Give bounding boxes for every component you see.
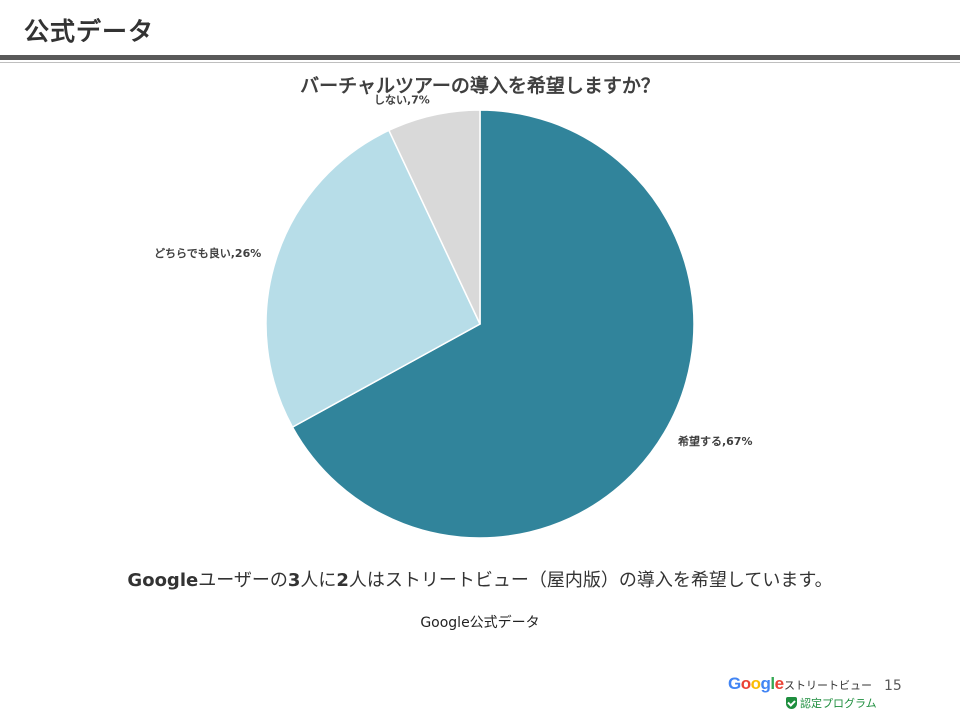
caption-part: 人はストリートビュー（屋内版）の導入を希望しています。 (348, 570, 833, 591)
caption-part: 2 (336, 570, 349, 591)
google-streetview-logo: Google ストリートビュー 認定プログラム (728, 674, 908, 714)
pie-slice (387, 109, 481, 325)
pie-slice (265, 129, 481, 429)
chart-title: バーチャルツアーの導入を希望しますか？ (300, 74, 660, 97)
pie-slice (291, 109, 695, 539)
google-logo-letter: G (728, 674, 741, 693)
slide-header: 公式データ (0, 0, 960, 63)
caption-part: ユーザーの (198, 570, 288, 591)
slice-label: しない,7% (374, 94, 430, 107)
google-logo-letter: o (740, 674, 751, 693)
google-logo-letter: o (750, 674, 761, 693)
slice-labels: 希望する,67% どちらでも良い,26% しない,7% (154, 94, 752, 449)
caption-part: 人に (300, 570, 337, 591)
certification-text: 認定プログラム (800, 697, 877, 710)
streetview-label: ストリートビュー (784, 679, 872, 692)
google-logo-letter: l (770, 674, 775, 693)
header-divider-thin (0, 62, 960, 63)
caption-part: 3 (287, 570, 301, 591)
slide-title: 公式データ (24, 17, 155, 46)
header-divider (0, 55, 960, 60)
google-logo: Google (728, 674, 784, 694)
caption: Googleユーザーの3人に2人はストリートビュー（屋内版）の導入を希望していま… (0, 566, 960, 592)
google-logo-letter: e (774, 674, 784, 693)
page-number: 15 (884, 678, 902, 694)
certification-label: 認定プログラム (786, 695, 877, 711)
caption-part: Google (127, 570, 199, 591)
google-logo-letter: g (760, 674, 771, 693)
pie-slices (265, 109, 695, 539)
slice-label: どちらでも良い,26% (154, 246, 261, 260)
pie-chart: バーチャルツアーの導入を希望しますか？ 希望する,67% どちらでも良い,26% し… (154, 74, 752, 539)
slice-label: 希望する,67% (677, 434, 753, 448)
source-note: Google公式データ (420, 615, 540, 631)
shield-check-icon (786, 697, 797, 709)
